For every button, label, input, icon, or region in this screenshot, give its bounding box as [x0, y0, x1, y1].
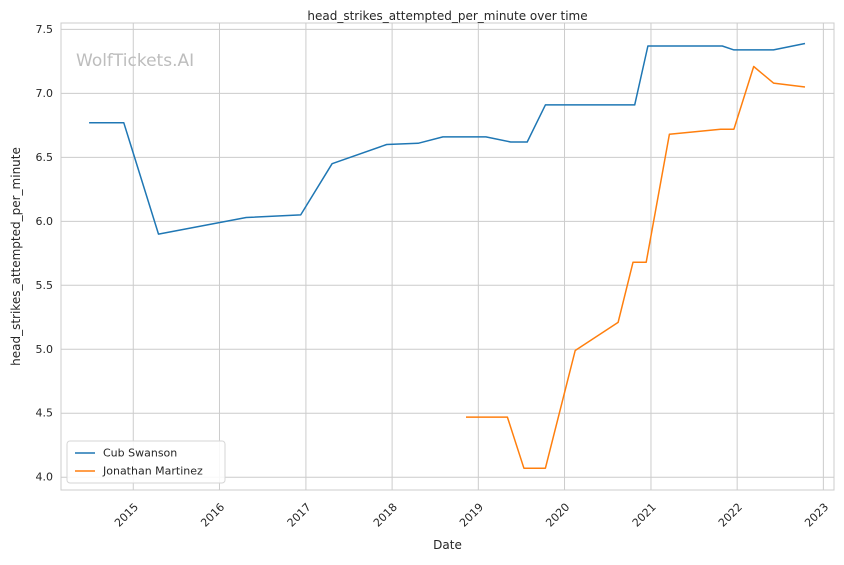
y-tick-label: 5.0: [36, 343, 54, 356]
grid: [61, 23, 834, 490]
x-axis-title: Date: [433, 538, 462, 552]
y-tick-label: 5.5: [36, 279, 54, 292]
legend: Cub Swanson Jonathan Martinez: [66, 440, 226, 484]
series-lines: [89, 42, 806, 469]
y-tick-labels: 4.0 4.5 5.0 5.5 6.0 6.5 7.0 7.5: [36, 23, 54, 484]
y-tick-label: 4.0: [36, 471, 54, 484]
y-tick-label: 6.5: [36, 151, 54, 164]
watermark-text: WolfTickets.AI: [76, 51, 194, 71]
plot-area-frame: [60, 22, 835, 491]
legend-label-cub-swanson: Cub Swanson: [103, 447, 177, 460]
chart-title: head_strikes_attempted_per_minute over t…: [307, 9, 587, 23]
series-line-jonathan-martinez: [466, 65, 806, 469]
y-axis-title: head_strikes_attempted_per_minute: [9, 147, 23, 366]
y-tick-label: 4.5: [36, 407, 54, 420]
y-tick-label: 6.0: [36, 215, 54, 228]
y-tick-label: 7.0: [36, 87, 54, 100]
legend-label-jonathan-martinez: Jonathan Martinez: [102, 465, 203, 478]
y-tick-label: 7.5: [36, 23, 54, 36]
legend-box: [66, 440, 226, 484]
series-line-cub-swanson: [89, 42, 806, 235]
